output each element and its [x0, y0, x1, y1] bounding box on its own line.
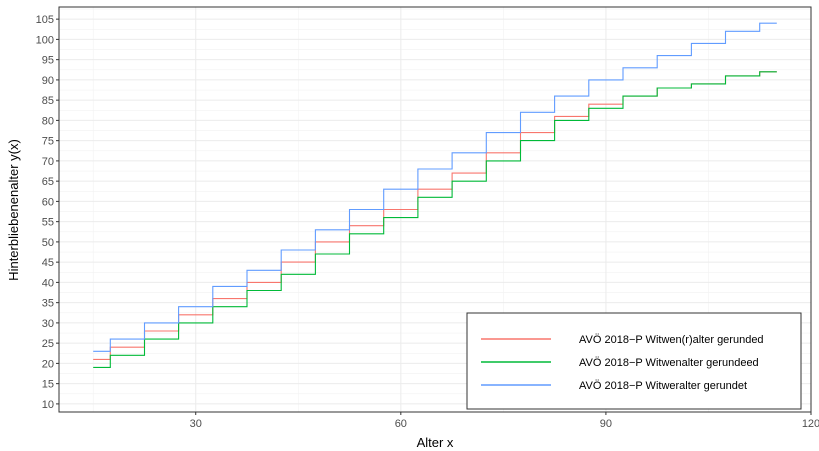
y-axis-title: Hinterbliebenenalter y(x): [6, 139, 21, 281]
legend-label-1: AVÖ 2018−P Witwenalter gerundeed: [579, 357, 759, 369]
plot-border: [58, 6, 812, 413]
y-tick-label: 45: [42, 257, 54, 269]
y-tick-label: 95: [42, 55, 54, 67]
x-tick-label: 60: [395, 418, 407, 430]
grid-minor: [59, 7, 811, 412]
x-tick-label: 90: [600, 418, 612, 430]
y-tick-label: 50: [42, 237, 54, 249]
x-axis-title: Alter x: [417, 435, 454, 450]
series-line-2: [93, 22, 777, 352]
y-tick-label: 10: [42, 399, 54, 411]
legend-box: [466, 312, 802, 410]
y-tick-label: 85: [42, 95, 54, 107]
series-layer: [93, 22, 777, 368]
y-tick-label: 105: [36, 14, 54, 26]
legend-label-2: AVÖ 2018−P Witweralter gerundet: [579, 380, 747, 392]
x-tick-label: 120: [802, 418, 819, 430]
y-tick-label: 25: [42, 338, 54, 350]
legend-label-0: AVÖ 2018−P Witwen(r)alter gerunded: [579, 334, 764, 346]
y-tick-label: 100: [36, 34, 54, 46]
y-tick-label: 35: [42, 298, 54, 310]
y-tick-label: 90: [42, 75, 54, 87]
y-tick-label: 30: [42, 318, 54, 330]
y-tick-label: 40: [42, 277, 54, 289]
y-tick-label: 20: [42, 358, 54, 370]
y-tick-label: 15: [42, 379, 54, 391]
y-tick-label: 70: [42, 156, 54, 168]
legend: AVÖ 2018−P Witwen(r)alter gerunded AVÖ 20…: [466, 312, 802, 410]
series-line-1: [93, 71, 777, 368]
x-tick-label: 30: [190, 418, 202, 430]
y-tick-label: 75: [42, 136, 54, 148]
x-axis: 30 60 90 120: [190, 412, 819, 430]
y-tick-label: 60: [42, 196, 54, 208]
y-axis: 10 15 20 25 30 35 40 45 50 55 60 65 70 75 80 85 90 95 100 1…: [36, 14, 59, 411]
y-tick-label: 55: [42, 217, 54, 229]
y-tick-label: 65: [42, 176, 54, 188]
y-tick-label: 80: [42, 115, 54, 127]
